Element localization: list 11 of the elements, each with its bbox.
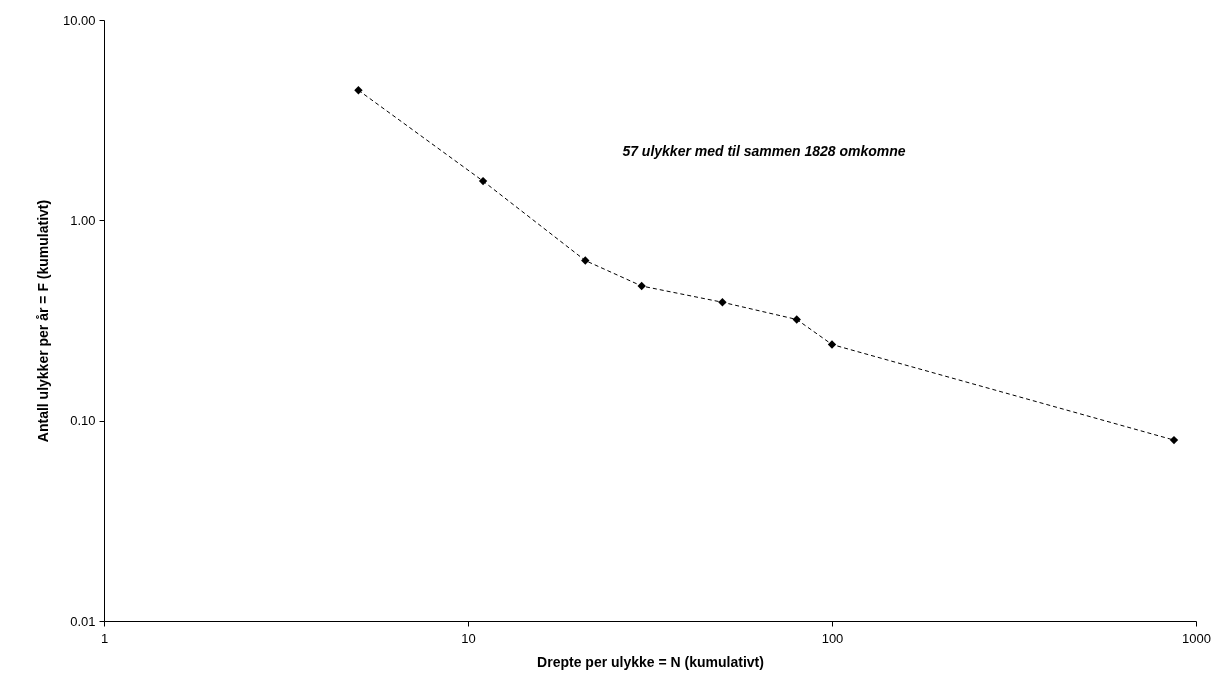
y-tick-label: 1.00 — [70, 212, 96, 228]
y-tick-label: 0.10 — [70, 413, 96, 429]
x-tick-label: 10 — [461, 630, 476, 646]
y-tick-label: 0.01 — [70, 613, 96, 629]
y-axis-title: Antall ulykker per år = F (kumulativt) — [34, 199, 51, 443]
annotation: 57 ulykker med til sammen 1828 omkomne — [622, 143, 906, 159]
x-tick-label: 1 — [100, 630, 109, 646]
x-axis-title: Drepte per ulykke = N (kumulativt) — [537, 653, 764, 670]
y-tick-label: 10.00 — [62, 12, 96, 28]
x-tick-label: 1000 — [1182, 630, 1211, 646]
x-tick-label: 100 — [821, 630, 844, 646]
